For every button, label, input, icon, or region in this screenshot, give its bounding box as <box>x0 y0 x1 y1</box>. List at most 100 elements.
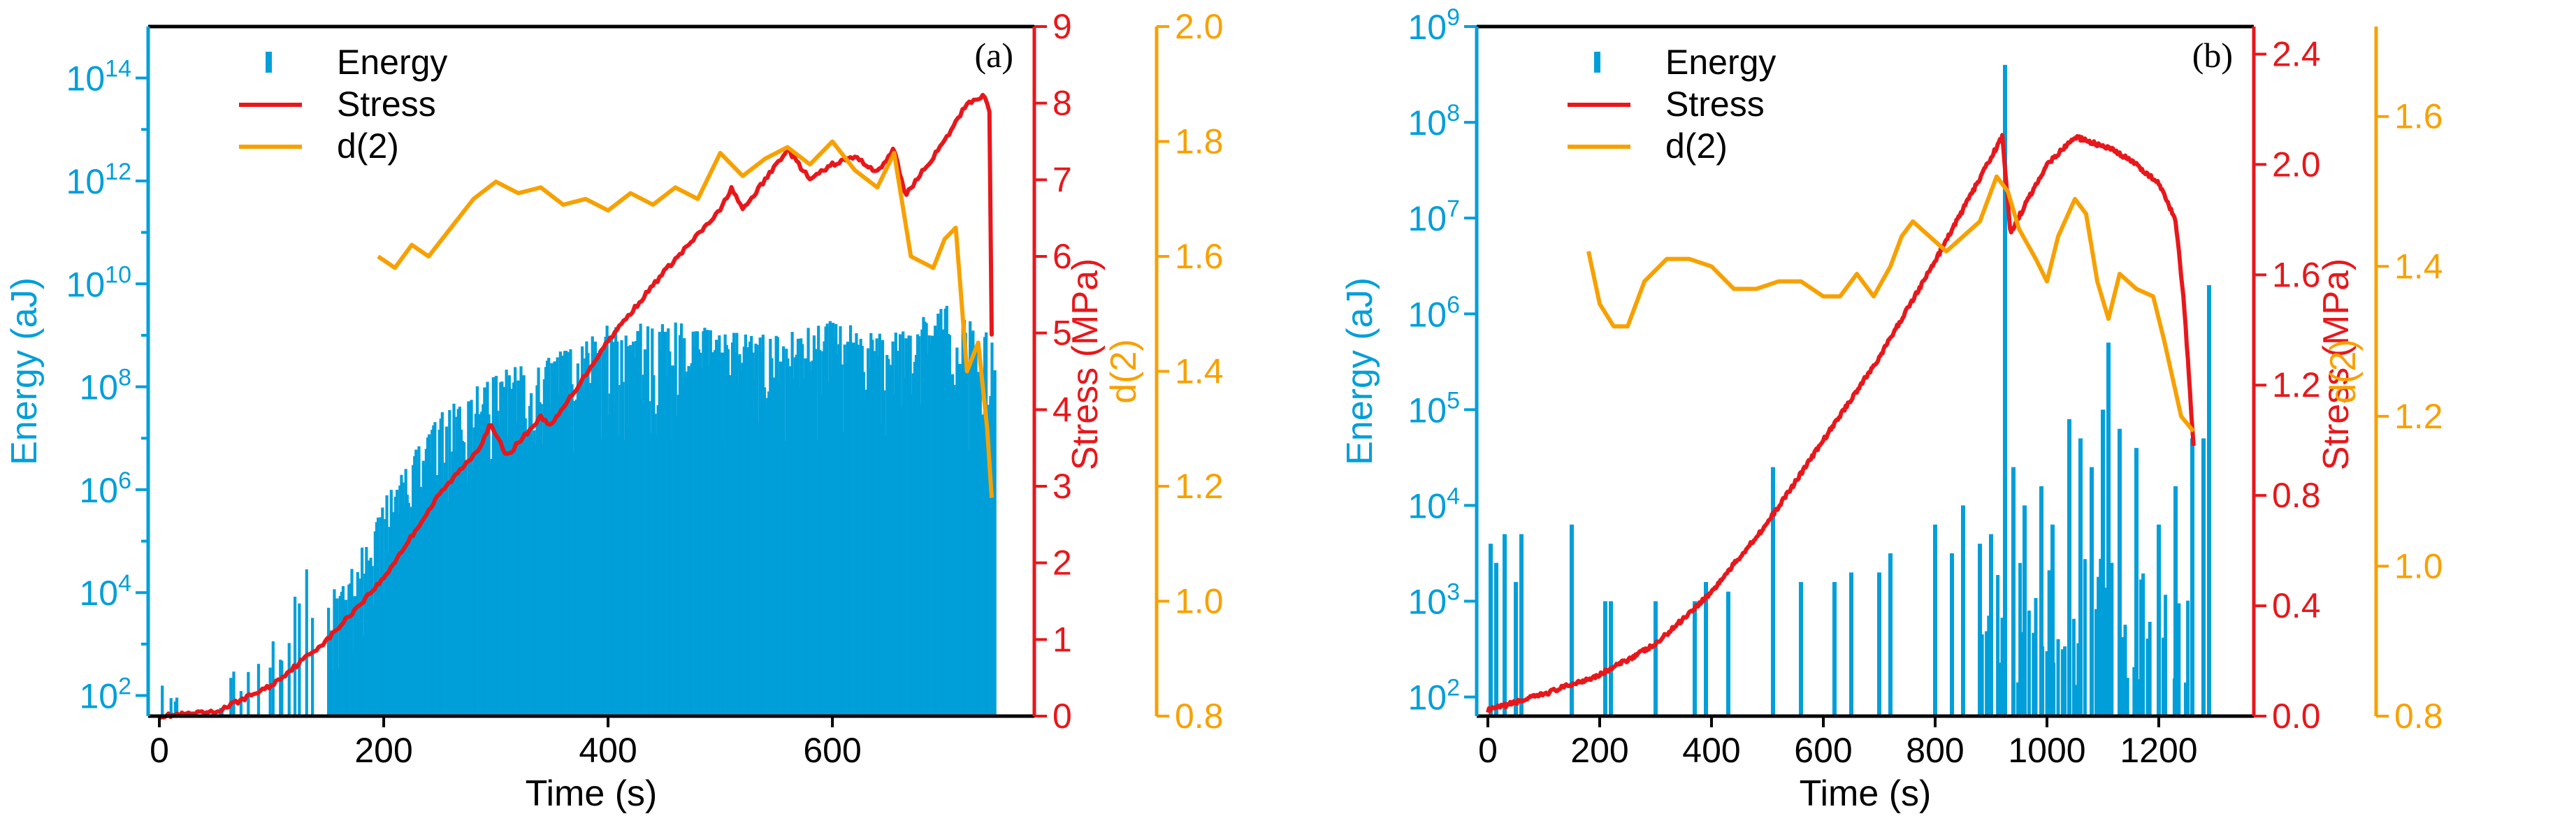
energy-bar <box>2141 573 2146 716</box>
stress-tick-label: 1 <box>1052 620 1072 659</box>
d2-tick-label: 1.6 <box>2394 97 2443 136</box>
stress-tick-label: 8 <box>1052 84 1072 123</box>
stress-tick-label: 4 <box>1052 390 1072 429</box>
d2-line <box>377 139 994 498</box>
energy-bar <box>2020 632 2025 716</box>
stress-axis-title: Stress (MPa) <box>2316 259 2357 470</box>
energy-bar <box>2027 610 2031 716</box>
energy-bar <box>2034 597 2038 716</box>
energy-bar <box>2076 643 2081 716</box>
stress-tick-label: 2.4 <box>2272 34 2321 73</box>
energy-bar <box>287 643 291 716</box>
energy-bar <box>1978 544 1982 716</box>
legend-d2-label: d(2) <box>1665 126 1728 166</box>
stress-tick-label: 1.2 <box>2272 365 2321 405</box>
stress-tick-label: 7 <box>1052 160 1072 199</box>
energy-bar <box>2101 409 2105 716</box>
x-tick-label: 600 <box>1794 731 1852 770</box>
energy-bar <box>2083 559 2087 716</box>
energy-bar <box>1503 534 1507 716</box>
energy-bar <box>305 569 308 716</box>
energy-bar <box>2050 524 2055 716</box>
energy-bar <box>1603 601 1607 716</box>
stress-tick-label: 0.4 <box>2272 586 2321 625</box>
energy-bar <box>2125 678 2129 716</box>
stress-tick-label: 0 <box>1052 697 1072 736</box>
energy-bar <box>2067 419 2071 716</box>
stress-tick-label: 1.6 <box>2272 255 2321 294</box>
energy-tick-label: 108 <box>79 365 131 407</box>
energy-bar <box>280 660 284 716</box>
energy-bar <box>1996 575 2000 716</box>
energy-bar <box>2161 637 2165 716</box>
energy-bar <box>2090 467 2094 716</box>
legend-stress-label: Stress <box>1665 85 1765 124</box>
x-axis-title: Time (s) <box>1800 773 1932 814</box>
legend-energy-label: Energy <box>337 43 447 82</box>
energy-tick-label: 102 <box>1408 675 1460 718</box>
energy-bar <box>2134 448 2139 716</box>
energy-tick-label-base: 10 <box>1408 678 1447 718</box>
x-tick-label: 200 <box>1570 731 1628 770</box>
x-tick-label: 400 <box>579 731 637 770</box>
energy-bar <box>1771 467 1775 716</box>
d2-axis-title: d(2) <box>2323 339 2364 403</box>
energy-bar <box>2121 636 2125 716</box>
stress-line <box>158 92 994 720</box>
energy-tick-label-exponent: 8 <box>118 365 131 391</box>
legend-energy-swatch <box>266 52 272 73</box>
energy-tick-label: 108 <box>1408 100 1460 143</box>
energy-bar <box>2097 576 2101 716</box>
energy-bar <box>2000 618 2004 716</box>
energy-tick-label-base: 10 <box>79 677 118 716</box>
energy-bar <box>1799 582 1803 716</box>
energy-bar <box>2071 618 2076 716</box>
stress-line <box>1486 133 2196 713</box>
energy-tick-label-exponent: 5 <box>1447 387 1460 414</box>
energy-bar <box>2047 570 2051 716</box>
legend-energy-swatch <box>1594 52 1600 73</box>
energy-tick-label-exponent: 4 <box>1447 483 1460 509</box>
energy-bar <box>2173 486 2178 716</box>
energy-tick-label-exponent: 7 <box>1447 196 1460 222</box>
energy-bar <box>1609 601 1613 716</box>
d2-tick-label: 0.8 <box>1175 697 1224 736</box>
energy-bars <box>1489 64 2211 716</box>
energy-tick-label-exponent: 6 <box>118 467 131 494</box>
energy-tick-label-base: 10 <box>66 265 106 304</box>
energy-bar <box>2106 342 2111 716</box>
energy-bar <box>1998 662 2002 716</box>
energy-tick-label: 107 <box>1408 196 1460 238</box>
energy-tick-label: 103 <box>1408 579 1460 622</box>
energy-bar <box>1519 534 1524 716</box>
energy-bar <box>2078 438 2083 716</box>
energy-bar <box>335 598 339 716</box>
energy-bar <box>2136 679 2141 716</box>
energy-tick-label-exponent: 10 <box>105 261 131 288</box>
d2-tick-label: 1.6 <box>1175 237 1224 276</box>
energy-axis-title: Energy (aJ) <box>1340 277 1380 465</box>
energy-bar <box>1933 524 1937 716</box>
energy-tick-label-base: 10 <box>66 59 106 99</box>
energy-bar <box>1989 534 1993 716</box>
d2-tick-label: 1.0 <box>2394 546 2443 585</box>
energy-tick-label-base: 10 <box>79 471 118 510</box>
energy-tick-label-exponent: 8 <box>1447 100 1460 126</box>
energy-bars <box>161 305 997 716</box>
energy-bar <box>2074 685 2078 716</box>
energy-bar <box>294 597 297 716</box>
energy-bar <box>220 709 224 716</box>
energy-bar <box>2132 667 2136 716</box>
x-tick-label: 0 <box>150 731 169 770</box>
d2-tick-label: 1.2 <box>2394 397 2443 436</box>
panel-label: (a) <box>975 36 1014 75</box>
energy-bar <box>2099 558 2103 716</box>
energy-tick-label-base: 10 <box>66 162 106 201</box>
panel-label: (b) <box>2192 36 2233 75</box>
stress-tick-label: 9 <box>1052 7 1072 46</box>
energy-bar <box>2148 622 2152 716</box>
energy-bar <box>2186 600 2190 716</box>
stress-tick-label: 5 <box>1052 314 1072 353</box>
